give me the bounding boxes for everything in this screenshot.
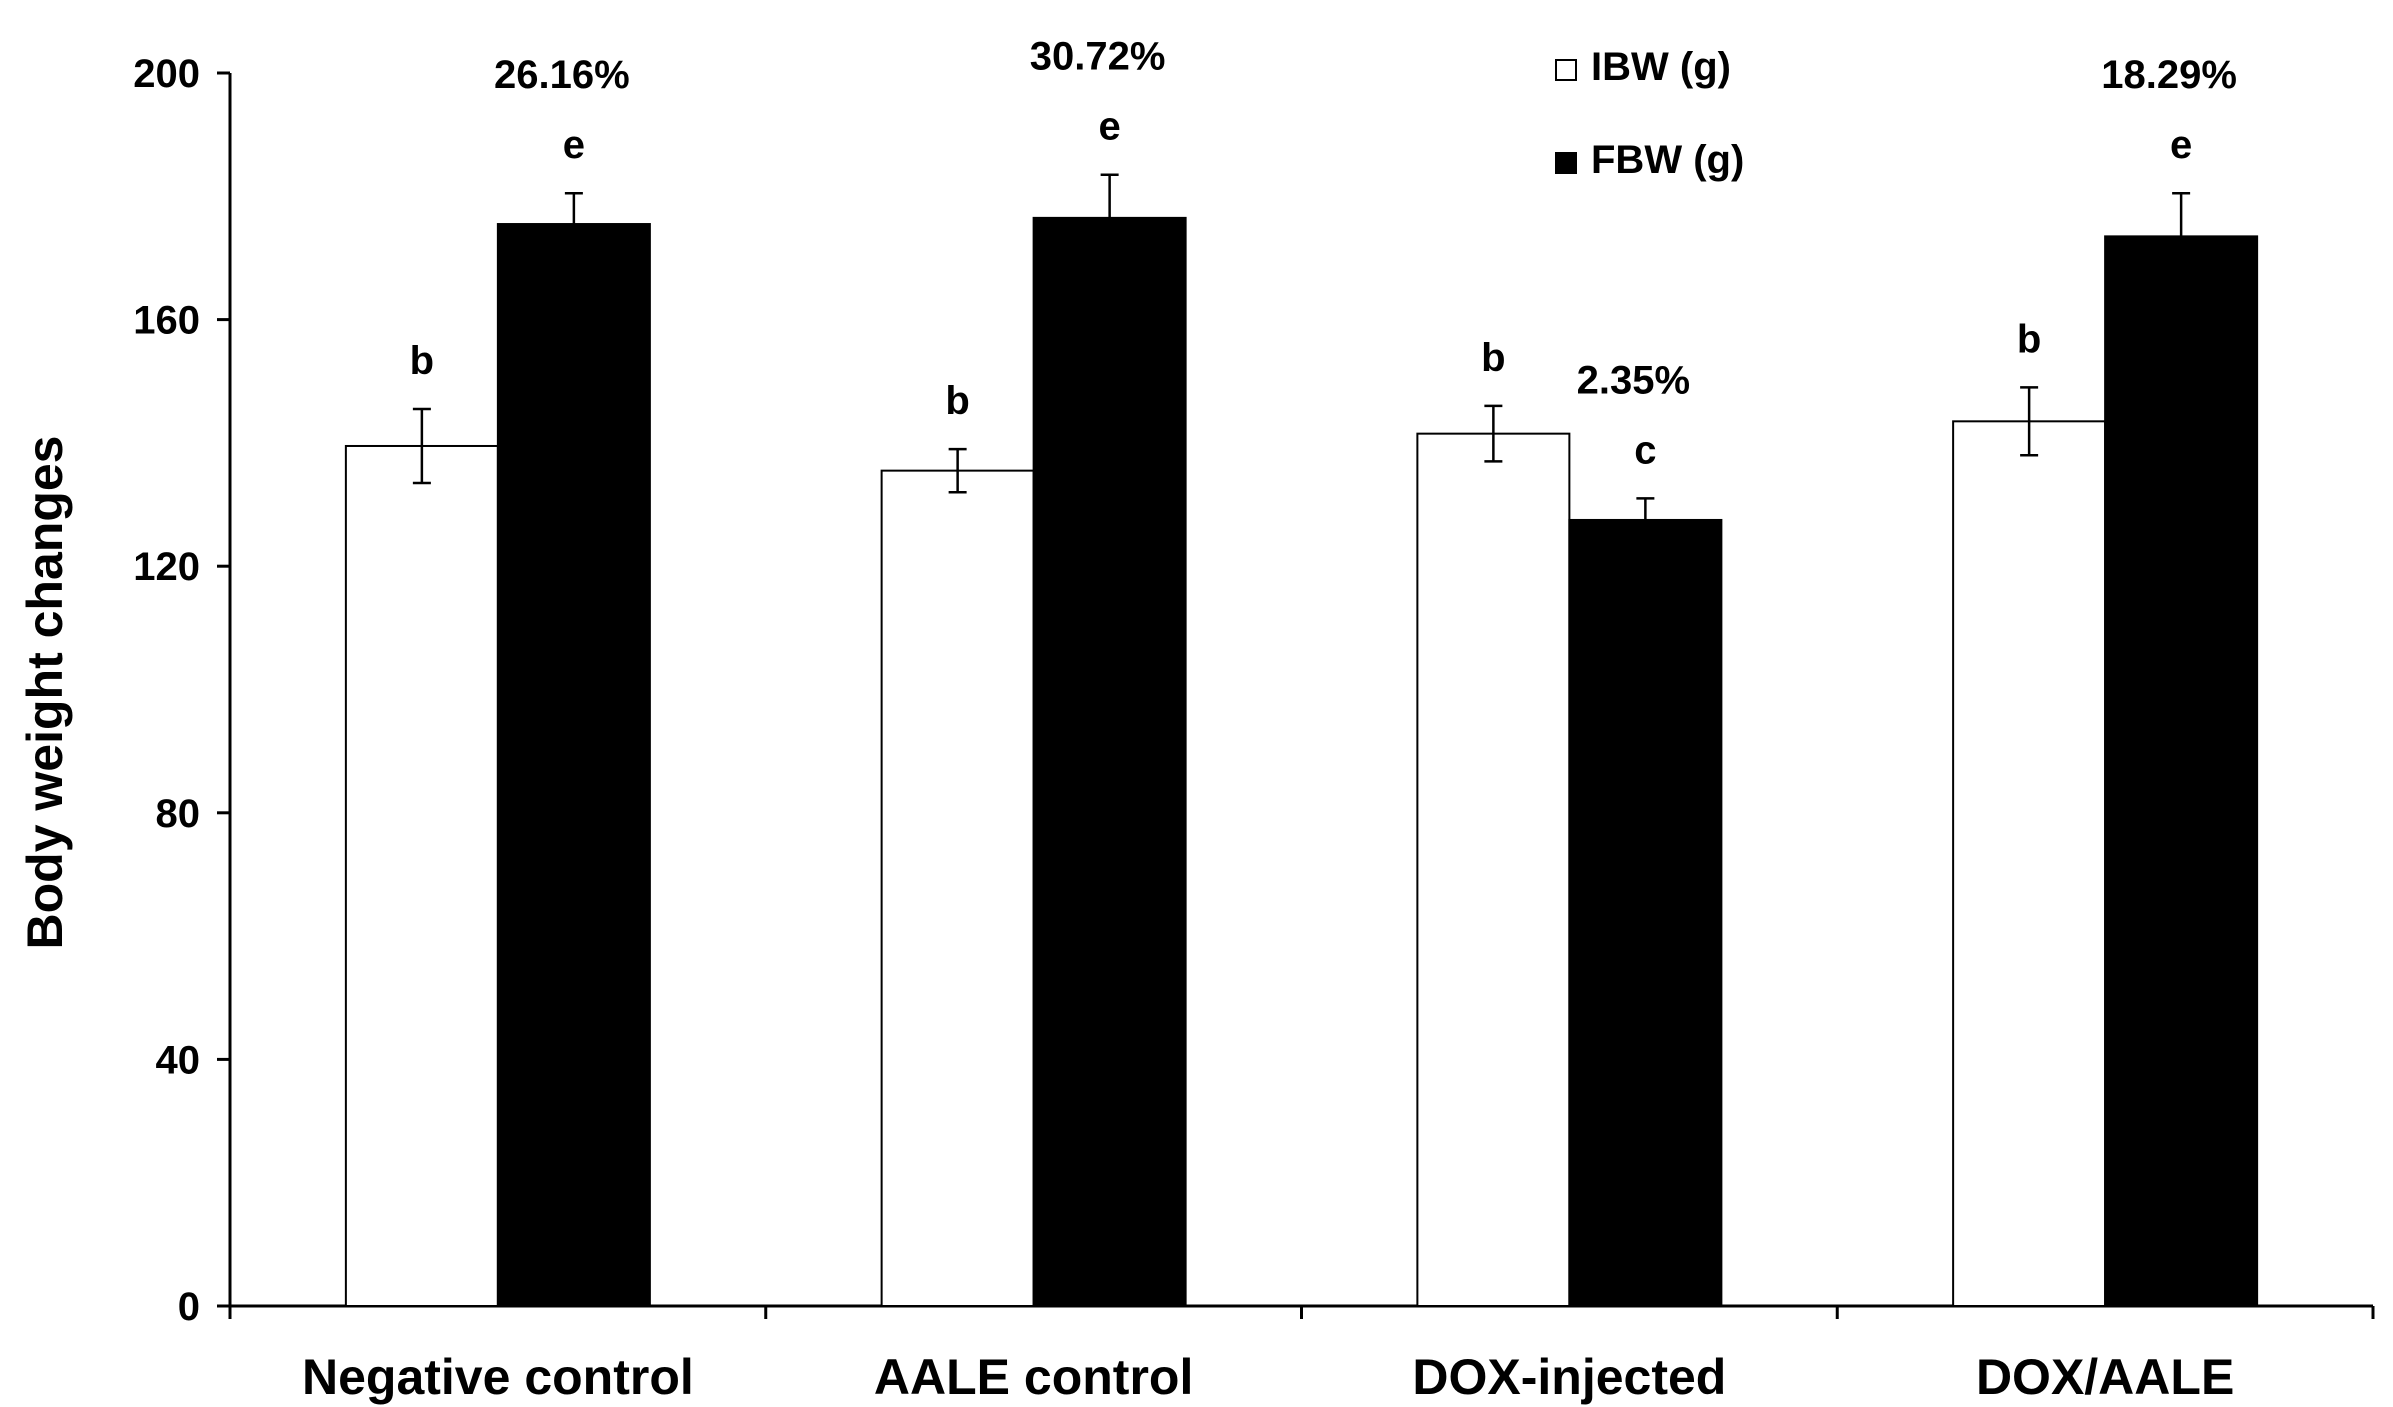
- bar-ibw-0: [344, 444, 499, 1308]
- sig-letter-ibw-1: b: [945, 379, 969, 423]
- category-label-0: Negative control: [302, 1349, 694, 1405]
- y-tick-label: 120: [133, 545, 200, 589]
- bar-ibw-3: [1952, 420, 2107, 1307]
- sig-letter-fbw-0: e: [563, 123, 585, 167]
- sig-letter-fbw-3: e: [2170, 123, 2192, 167]
- sig-letter-ibw-0: b: [410, 339, 434, 383]
- percent-change-0: 26.16%: [494, 53, 630, 97]
- bars: [344, 173, 2259, 1308]
- category-label-3: DOX/AALE: [1976, 1349, 2234, 1405]
- bar-fbw-2: [1568, 518, 1723, 1307]
- sig-letter-fbw-2: c: [1634, 428, 1656, 472]
- y-tick-label: 160: [133, 299, 200, 343]
- legend-swatch-ibw: [1555, 59, 1577, 81]
- labels: b e 26.16% Negative control b e 30.72% AALE con…: [302, 35, 2237, 1405]
- axes: 0 40 80 120 160 200 Body weight changes: [17, 52, 2375, 1329]
- y-tick-label: 200: [133, 52, 200, 96]
- bar-fbw-1: [1032, 216, 1187, 1308]
- y-axis-title: Body weight changes: [17, 436, 73, 950]
- bar-fbw-0: [496, 223, 651, 1308]
- sig-letter-ibw-3: b: [2017, 317, 2041, 361]
- legend-label-fbw: FBW (g): [1591, 138, 1744, 182]
- y-tick-label: 40: [156, 1038, 201, 1082]
- category-label-1: AALE control: [874, 1349, 1193, 1405]
- legend-swatch-fbw: [1555, 152, 1577, 174]
- percent-change-2: 2.35%: [1577, 358, 1690, 402]
- bar-ibw-2: [1416, 432, 1571, 1307]
- sig-letter-ibw-2: b: [1481, 336, 1505, 380]
- percent-change-3: 18.29%: [2101, 53, 2237, 97]
- sig-letter-fbw-1: e: [1099, 105, 1121, 149]
- legend: IBW (g) FBW (g): [1555, 45, 1744, 182]
- bar-fbw-3: [2104, 235, 2259, 1307]
- percent-change-1: 30.72%: [1030, 35, 1166, 79]
- category-label-2: DOX-injected: [1412, 1349, 1726, 1405]
- y-tick-label: 80: [156, 792, 201, 836]
- bar-ibw-1: [880, 469, 1035, 1307]
- y-tick-label: 0: [178, 1285, 200, 1329]
- legend-label-ibw: IBW (g): [1591, 45, 1731, 89]
